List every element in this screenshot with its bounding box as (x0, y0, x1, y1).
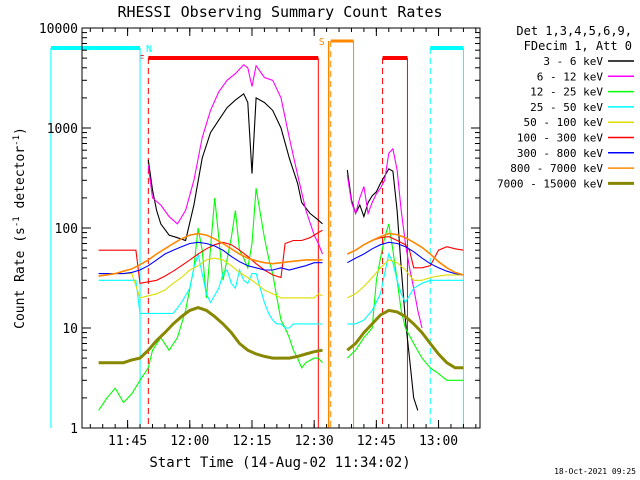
legend: Det 1,3,4,5,6,9, FDecim 1, Att 0 3 - 6 k… (497, 24, 634, 190)
y-tick-label-2: 10 (62, 322, 78, 337)
series-line-9-seg-1 (98, 306, 323, 365)
flag-label-F: F (138, 54, 144, 65)
y-axis-label-sup2: -1 (12, 135, 22, 146)
series-line-3-seg-1 (98, 188, 323, 411)
y-tick-label-3: 100 (55, 222, 78, 237)
y-axis-label-sup1: -1 (12, 216, 22, 227)
series-line-2-seg-2 (346, 147, 423, 329)
legend-label-1: 3 - 6 keV (543, 55, 603, 68)
y-axis-label-mid: detector (13, 146, 28, 217)
y-tick-label-1: 1 (70, 422, 78, 437)
axis-ticks: 11:45 12:00 12:15 12:30 12:45 13:00 1 10 100 1000… (39, 22, 480, 449)
vertical-marker-layer (50, 41, 464, 428)
legend-label-7: 300 - 800 keV (517, 147, 603, 160)
x-tick-label-3: 12:15 (232, 434, 271, 449)
legend-label-3: 12 - 25 keV (530, 86, 603, 99)
y-tick-label-5: 10000 (39, 22, 78, 37)
series-line-7-seg-2 (347, 241, 464, 276)
x-tick-label-4: 12:30 (295, 434, 334, 449)
y-axis-label-main: Count Rate (s (13, 227, 28, 329)
series-line-4-seg-2 (347, 252, 464, 325)
series-line-1-seg-2 (346, 168, 419, 411)
y-axis-label: Count Rate (s-1 detector-1) (12, 127, 28, 329)
legend-items: 3 - 6 keV 6 - 12 keV 12 - 25 keV 25 - 50 ke… (497, 55, 634, 190)
legend-label-2: 6 - 12 keV (537, 70, 604, 83)
legend-label-5: 50 - 100 keV (524, 116, 604, 129)
legend-label-4: 25 - 50 keV (530, 101, 603, 114)
flag-label-N: N (146, 44, 152, 55)
series-layer (98, 63, 464, 411)
legend-header-1: Det 1,3,4,5,6,9, (516, 24, 632, 38)
series-line-8-seg-2 (346, 232, 464, 276)
y-tick-label-4: 1000 (47, 122, 78, 137)
annotation-layer: NF S (50, 37, 464, 65)
series-line-1-seg-1 (147, 92, 323, 242)
legend-label-6: 100 - 300 keV (517, 132, 603, 145)
flag-label-S: S (319, 37, 325, 48)
x-axis-label: Start Time (14-Aug-02 11:34:02) (149, 455, 410, 471)
legend-header-2: FDecim 1, Att 0 (524, 39, 632, 53)
series-line-5-seg-2 (347, 259, 464, 299)
legend-label-9: 7000 - 15000 keV (497, 177, 603, 190)
series-line-5-seg-1 (98, 257, 323, 299)
series-line-8-seg-1 (98, 232, 323, 277)
footer-timestamp: 18-Oct-2021 09:25 (554, 467, 636, 476)
chart-title: RHESSI Observing Summary Count Rates (117, 3, 442, 21)
y-axis-label-end: ) (13, 127, 28, 135)
plot-frame (81, 27, 481, 429)
series-line-9-seg-2 (346, 308, 464, 370)
series-line-6-seg-1 (98, 229, 323, 284)
x-tick-label-5: 12:45 (357, 434, 396, 449)
x-tick-label-6: 13:00 (419, 434, 458, 449)
series-line-2-seg-1 (147, 63, 324, 255)
x-tick-label-1: 11:45 (108, 434, 147, 449)
legend-label-8: 800 - 7000 keV (510, 162, 603, 175)
x-tick-label-2: 12:00 (170, 434, 209, 449)
series-line-7-seg-1 (98, 241, 323, 275)
series-line-4-seg-1 (98, 253, 323, 329)
